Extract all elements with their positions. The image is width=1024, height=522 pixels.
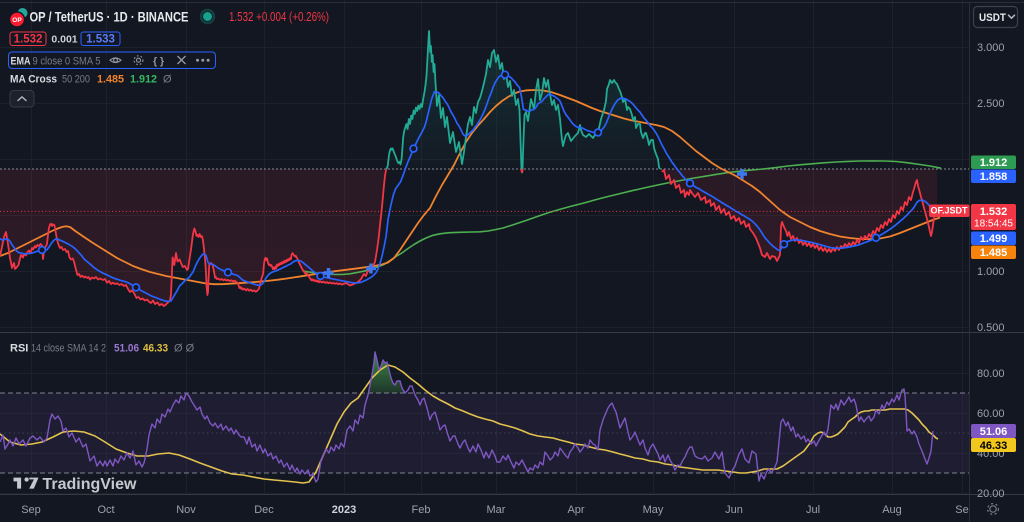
svg-text:Nov: Nov (176, 504, 196, 516)
svg-text:Dec: Dec (254, 504, 274, 516)
svg-text:51.06: 51.06 (114, 343, 139, 355)
svg-text:Feb: Feb (412, 504, 431, 516)
svg-text:3.000: 3.000 (977, 42, 1005, 54)
svg-text:1.532 +0.004 (+0.26%): 1.532 +0.004 (+0.26%) (229, 9, 329, 24)
svg-text:Mar: Mar (487, 504, 506, 516)
svg-text:1.000: 1.000 (977, 266, 1005, 278)
svg-text:OP / TetherUS · 1D · BINANCE: OP / TetherUS · 1D · BINANCE (30, 10, 189, 25)
svg-text:1.485: 1.485 (97, 74, 124, 86)
svg-text:60.00: 60.00 (977, 408, 1005, 420)
svg-text:OF.JSDT: OF.JSDT (930, 206, 968, 216)
svg-text:9 close 0 SMA 5: 9 close 0 SMA 5 (33, 55, 101, 67)
svg-text:2.500: 2.500 (977, 98, 1005, 110)
svg-text:RSI: RSI (10, 343, 28, 355)
svg-text:1.499: 1.499 (980, 233, 1008, 245)
svg-text:20.00: 20.00 (977, 488, 1005, 500)
svg-text:1.532: 1.532 (14, 34, 43, 46)
svg-text:0.001: 0.001 (51, 34, 77, 46)
svg-text:Se: Se (955, 504, 968, 516)
svg-text:Oct: Oct (97, 504, 114, 516)
svg-text:2023: 2023 (332, 504, 356, 516)
svg-text:TradingView: TradingView (43, 476, 138, 493)
svg-text:Ø Ø: Ø Ø (174, 343, 195, 355)
svg-text:EMA: EMA (11, 55, 31, 67)
svg-text:1.858: 1.858 (980, 171, 1008, 183)
svg-text:Jun: Jun (725, 504, 743, 516)
svg-text:USDT: USDT (979, 12, 1006, 24)
svg-text:51.06: 51.06 (980, 426, 1008, 438)
svg-text:14 close SMA 14 2: 14 close SMA 14 2 (31, 343, 106, 355)
svg-text:1.532: 1.532 (980, 206, 1008, 218)
svg-text:Jul: Jul (806, 504, 820, 516)
svg-text:80.00: 80.00 (977, 368, 1005, 380)
svg-text:46.33: 46.33 (143, 343, 168, 355)
svg-text:Aug: Aug (882, 504, 902, 516)
svg-text:Sep: Sep (21, 504, 41, 516)
svg-text:1.912: 1.912 (130, 74, 157, 86)
svg-text:MA Cross: MA Cross (10, 74, 57, 86)
svg-text:1.912: 1.912 (980, 157, 1008, 169)
svg-text:OP: OP (12, 17, 22, 24)
svg-text:18:54:45: 18:54:45 (974, 219, 1013, 230)
svg-text:Ø: Ø (163, 74, 172, 86)
svg-text:{ }: { } (153, 55, 164, 67)
svg-text:1.485: 1.485 (980, 247, 1008, 259)
svg-text:Apr: Apr (567, 504, 584, 516)
svg-text:May: May (643, 504, 664, 516)
svg-text:0.500: 0.500 (977, 322, 1005, 334)
svg-text:50 200: 50 200 (62, 74, 90, 86)
svg-text:1.533: 1.533 (86, 34, 115, 46)
svg-text:46.33: 46.33 (980, 440, 1008, 452)
